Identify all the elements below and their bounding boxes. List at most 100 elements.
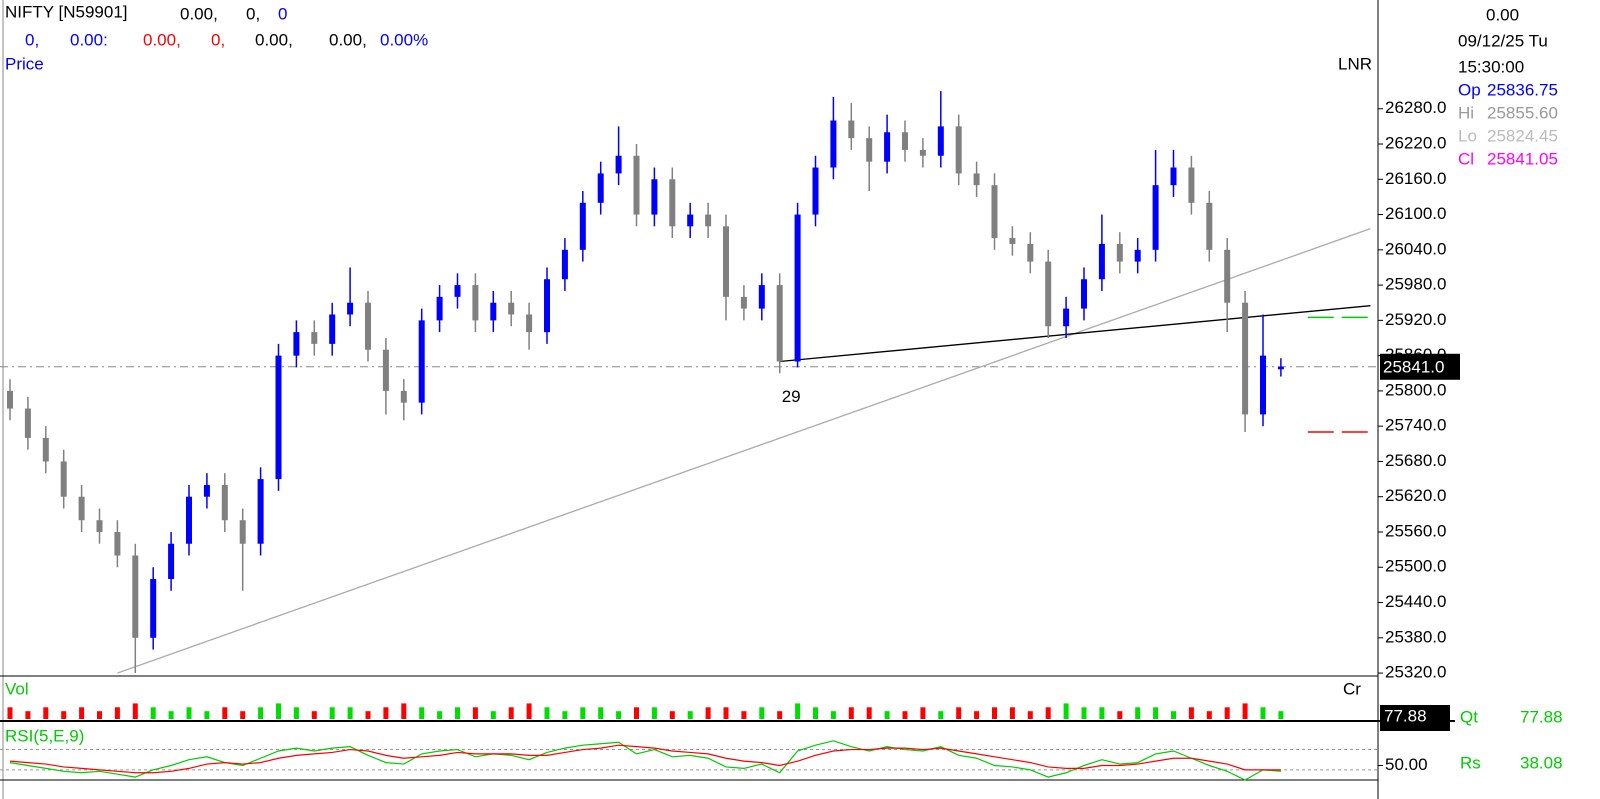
candle-body (1170, 167, 1177, 186)
candle-body (1098, 243, 1105, 280)
rsi-line (9, 744, 1281, 774)
candle-body (687, 214, 694, 227)
candle-body (311, 332, 318, 344)
volume-bar (562, 711, 568, 719)
volume-bar (419, 707, 425, 719)
info-label: Lo (1458, 126, 1477, 145)
candle-body (740, 296, 747, 309)
candle-body (758, 285, 765, 309)
candle-body (436, 296, 443, 321)
y-tick-label: 26280.0 (1385, 98, 1446, 117)
candle-body (651, 179, 658, 215)
candle-body (257, 479, 264, 544)
candle-body (96, 520, 103, 532)
volume-bar (455, 707, 460, 719)
y-tick-label: 25560.0 (1385, 521, 1446, 540)
volume-bar (97, 711, 102, 719)
volume-bar (1099, 707, 1105, 719)
candle-body (168, 543, 175, 580)
corner-label: LNR (1338, 54, 1372, 73)
header-value: 0, (211, 30, 225, 49)
volume-bar (920, 707, 926, 719)
y-tick-label: 50.00 (1385, 755, 1428, 774)
candle-body (221, 484, 228, 521)
info-value: 0.00 (1486, 5, 1519, 24)
volume-bar (222, 707, 228, 719)
volume-bar (79, 707, 85, 719)
volume-bar (1027, 711, 1033, 719)
volume-bar (830, 711, 836, 719)
header-value: 0.00% (380, 30, 428, 49)
volume-bar (651, 707, 657, 719)
candle-body (526, 314, 533, 333)
volume-bar (687, 711, 693, 719)
y-tick-label: 25680.0 (1385, 451, 1446, 470)
volume-bar (848, 707, 854, 719)
candle-body (955, 126, 962, 174)
volume-bar (1135, 707, 1141, 719)
y-tick-label: 25440.0 (1385, 592, 1446, 611)
volume-bar (992, 707, 997, 719)
info-date: 09/12/25 Tu (1458, 31, 1548, 50)
y-tick-label: 25320.0 (1385, 663, 1446, 682)
candle-body (472, 285, 479, 321)
candle-body (1134, 249, 1141, 262)
panel-label: RSI(5,E,9) (5, 726, 84, 745)
header-value: 0.00, (329, 30, 367, 49)
candle-body (400, 390, 407, 403)
candle-body (776, 285, 783, 362)
info-label: Cl (1458, 149, 1474, 168)
rsi-line (9, 740, 1281, 781)
volume-bar (902, 711, 908, 719)
volume-bar (616, 711, 622, 719)
candle-body (42, 437, 49, 462)
symbol: NIFTY [N59901] (5, 2, 128, 21)
volume-bar (293, 707, 299, 719)
volume-bar (1224, 707, 1230, 719)
volume-bar (258, 707, 264, 719)
volume-bar (132, 703, 138, 719)
candle-body (723, 226, 729, 297)
y-tick-label: 25920.0 (1385, 310, 1446, 329)
candle-body (561, 249, 568, 280)
candle-body (490, 302, 497, 321)
candle-body (1224, 249, 1231, 303)
volume-bar (329, 707, 335, 719)
trendline (779, 305, 1371, 363)
candle-body (1063, 308, 1070, 327)
volume-bar (813, 707, 818, 719)
info-time: 15:30:00 (1458, 57, 1524, 76)
candle-body (1009, 238, 1016, 244)
candle-body (615, 155, 622, 174)
header-value: 0, (25, 30, 39, 49)
candle-body (973, 173, 980, 186)
y-tick-label: 25380.0 (1385, 627, 1446, 646)
volume-bar (634, 707, 639, 719)
candle-body (203, 484, 210, 497)
info-value: 77.88 (1520, 707, 1563, 726)
candle-body (1045, 261, 1052, 327)
y-tick-label: 25980.0 (1385, 275, 1446, 294)
volume-bar (311, 711, 317, 719)
candle-body (275, 355, 282, 480)
candle-body (418, 320, 425, 403)
volume-bar (1009, 707, 1015, 719)
volume-bar (544, 707, 550, 719)
volume-bar (866, 707, 872, 719)
candle-body (132, 555, 139, 638)
volume-bar (150, 707, 156, 719)
candle-body (347, 302, 354, 315)
candle-body (544, 279, 550, 333)
candle-body (705, 214, 712, 227)
volume-bar (777, 711, 783, 719)
candle-body (579, 202, 586, 250)
volume-bar (956, 707, 962, 719)
volume-bar (1242, 703, 1248, 719)
volume-bar (580, 707, 586, 719)
header-value: 0.00, (255, 30, 293, 49)
volume-bar (186, 707, 192, 719)
candle-body (597, 173, 604, 203)
volume-bar (938, 711, 944, 719)
candle-body (7, 390, 13, 409)
